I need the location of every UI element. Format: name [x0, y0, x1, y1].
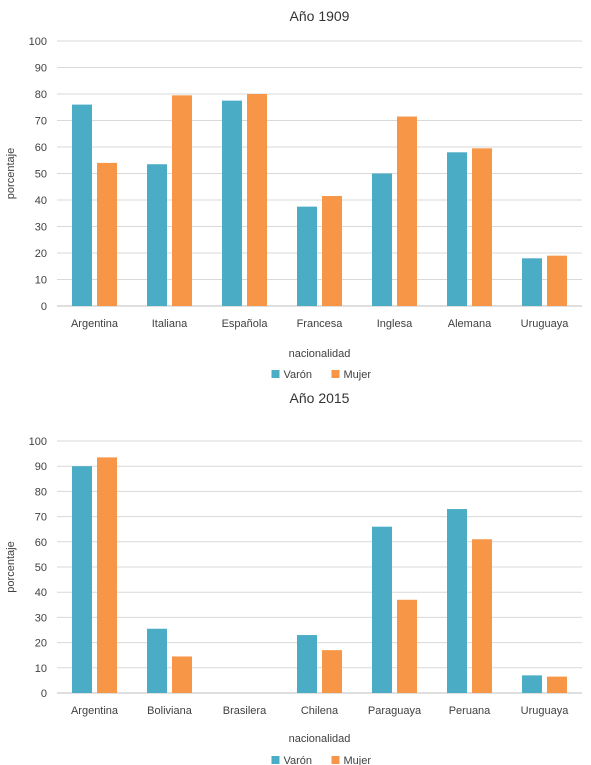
bar-mujer-francesa [322, 196, 342, 306]
y-tick-label: 70 [35, 512, 47, 524]
x-axis-label: nacionalidad [289, 733, 351, 745]
legend-label: Mujer [344, 755, 372, 765]
y-tick-label: 50 [35, 169, 47, 181]
y-tick-label: 10 [35, 275, 47, 287]
bar-mujer-boliviana [172, 656, 192, 693]
y-tick-label: 10 [35, 663, 47, 675]
x-tick-label: Italiana [152, 318, 188, 330]
chart-title: Año 2015 [290, 390, 350, 406]
bar-varn-alemana [447, 152, 467, 306]
bar-varn-paraguaya [372, 526, 392, 693]
y-axis-label: porcentaje [5, 148, 17, 199]
x-tick-label: Argentina [71, 705, 119, 717]
x-tick-label: Uruguaya [521, 705, 570, 717]
bar-varn-peruana [447, 509, 467, 693]
y-tick-label: 40 [35, 587, 47, 599]
x-tick-label: Española [222, 318, 269, 330]
legend-swatch [271, 756, 280, 764]
y-tick-label: 0 [41, 688, 47, 700]
y-tick-label: 30 [35, 222, 47, 234]
bar-varn-uruguaya [522, 675, 542, 693]
bar-mujer-inglesa [397, 116, 417, 307]
y-tick-label: 50 [35, 562, 47, 574]
bar-varn-inglesa [372, 173, 392, 306]
x-tick-label: Brasilera [223, 705, 267, 717]
y-tick-label: 90 [35, 63, 47, 75]
y-tick-label: 80 [35, 486, 47, 498]
bar-mujer-italiana [172, 95, 192, 306]
bar-varn-chilena [297, 635, 317, 693]
bar-varn-uruguaya [522, 258, 542, 306]
bar-mujer-paraguaya [397, 599, 417, 693]
y-tick-label: 100 [29, 36, 47, 48]
x-tick-label: Argentina [71, 318, 119, 330]
chart-title: Año 1909 [290, 8, 350, 24]
y-tick-label: 80 [35, 89, 47, 101]
bar-mujer-espaola [247, 94, 267, 306]
x-tick-label: Francesa [297, 318, 344, 330]
y-tick-label: 20 [35, 638, 47, 650]
y-tick-label: 0 [41, 301, 47, 313]
legend-swatch [271, 370, 280, 378]
chart-1909: Año 1909 0 10 20 30 40 50 60 70 80 90 100 porcentaje… [5, 8, 582, 381]
bar-mujer-chilena [322, 650, 342, 693]
bar-mujer-argentina [97, 457, 117, 693]
bar-mujer-uruguaya [547, 255, 567, 306]
y-tick-label: 70 [35, 116, 47, 128]
chart-2015: Año 2015 0 10 20 30 40 50 60 70 80 90 100 porcentaje… [5, 390, 582, 765]
legend-label: Mujer [344, 369, 372, 381]
y-tick-label: 60 [35, 537, 47, 549]
y-tick-label: 30 [35, 612, 47, 624]
bar-mujer-peruana [472, 539, 492, 693]
x-axis-label: nacionalidad [289, 348, 351, 360]
x-tick-label: Chilena [301, 705, 339, 717]
y-tick-label: 60 [35, 142, 47, 154]
x-tick-label: Paraguaya [368, 705, 422, 717]
legend-swatch [331, 370, 340, 378]
x-tick-label: Boliviana [147, 705, 193, 717]
y-tick-label: 40 [35, 195, 47, 207]
x-tick-label: Uruguaya [521, 318, 570, 330]
x-tick-label: Inglesa [377, 318, 413, 330]
y-axis-label: porcentaje [5, 541, 17, 592]
bar-varn-boliviana [147, 628, 167, 693]
legend-label: Varón [284, 755, 313, 765]
bar-varn-francesa [297, 206, 317, 306]
y-tick-label: 20 [35, 248, 47, 260]
bar-mujer-uruguaya [547, 676, 567, 693]
bar-varn-espaola [222, 100, 242, 306]
bar-varn-italiana [147, 164, 167, 306]
y-tick-label: 90 [35, 461, 47, 473]
x-tick-label: Alemana [448, 318, 492, 330]
x-tick-label: Peruana [449, 705, 491, 717]
bar-mujer-argentina [97, 162, 117, 306]
bar-varn-argentina [72, 466, 92, 693]
y-tick-label: 100 [29, 436, 47, 448]
bar-mujer-alemana [472, 148, 492, 306]
legend-label: Varón [284, 369, 313, 381]
legend-swatch [331, 756, 340, 764]
bar-varn-argentina [72, 104, 92, 306]
